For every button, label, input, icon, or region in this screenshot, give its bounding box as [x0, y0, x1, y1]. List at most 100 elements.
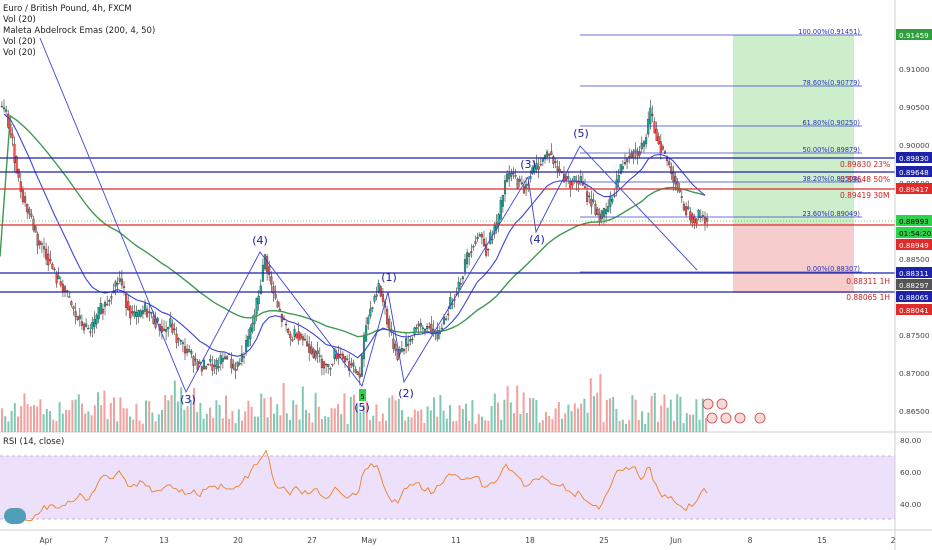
candle-body[interactable]	[291, 338, 294, 341]
chart-legend[interactable]: Euro / British Pound, 4h, FXCM Vol (20) …	[3, 4, 155, 59]
candle-body[interactable]	[89, 331, 92, 333]
candle-body[interactable]	[672, 171, 675, 183]
candle-body[interactable]	[499, 200, 502, 220]
rsi-line[interactable]	[7, 449, 708, 523]
candle-body[interactable]	[209, 359, 212, 362]
candle-body[interactable]	[141, 310, 144, 315]
candle-body[interactable]	[240, 353, 243, 362]
candle-body[interactable]	[133, 311, 136, 317]
candle-body[interactable]	[687, 206, 690, 210]
candle-body[interactable]	[200, 366, 203, 372]
candle-body[interactable]	[316, 350, 319, 355]
candle-body[interactable]	[346, 358, 349, 360]
candle-body[interactable]	[247, 335, 250, 347]
candle-body[interactable]	[135, 312, 138, 317]
price-scale-label[interactable]: 0.88041	[899, 306, 929, 315]
price-scale-label[interactable]: 01:54:20	[899, 229, 932, 238]
candle-body[interactable]	[680, 196, 683, 198]
candle-body[interactable]	[510, 173, 513, 177]
candle-body[interactable]	[621, 166, 624, 170]
candle-body[interactable]	[649, 107, 652, 125]
price-scale-label[interactable]: 0.89830	[899, 154, 929, 163]
candle-body[interactable]	[676, 181, 679, 191]
candle-body[interactable]	[173, 328, 176, 331]
candle-body[interactable]	[480, 233, 483, 238]
candle-body[interactable]	[28, 208, 31, 215]
candle-body[interactable]	[11, 133, 14, 139]
candle-body[interactable]	[38, 241, 41, 245]
candle-body[interactable]	[468, 252, 471, 257]
candle-body[interactable]	[215, 360, 218, 370]
candle-body[interactable]	[706, 218, 709, 222]
candle-body[interactable]	[539, 163, 542, 166]
candle-body[interactable]	[263, 254, 267, 270]
candle-body[interactable]	[415, 327, 418, 330]
candle-body[interactable]	[55, 273, 58, 284]
candle-body[interactable]	[30, 213, 33, 217]
candle-body[interactable]	[341, 353, 344, 359]
event-flag-icon[interactable]	[706, 412, 718, 424]
candle-body[interactable]	[287, 328, 290, 333]
candle-body[interactable]	[645, 137, 648, 145]
candle-body[interactable]	[537, 166, 540, 170]
legend-symbol[interactable]: Euro / British Pound, 4h, FXCM	[3, 4, 132, 14]
candle-body[interactable]	[26, 203, 29, 213]
wave-path[interactable]	[39, 37, 698, 394]
candle-body[interactable]	[57, 275, 60, 280]
event-flag-icon[interactable]	[702, 398, 714, 410]
legend-study-emas[interactable]: Maleta Abdelrock Emas (200, 4, 50)	[3, 26, 156, 36]
candle-body[interactable]	[63, 286, 67, 292]
candle-body[interactable]	[659, 141, 662, 154]
candle-body[interactable]	[165, 329, 168, 332]
price-scale-label-bg[interactable]	[896, 239, 932, 250]
candle-body[interactable]	[525, 184, 528, 190]
candle-body[interactable]	[579, 176, 582, 182]
wave-label[interactable]: (3)	[520, 158, 536, 171]
candle-body[interactable]	[116, 283, 119, 285]
wave-label[interactable]: (2)	[398, 387, 414, 400]
candle-body[interactable]	[392, 338, 395, 349]
event-flag-icon[interactable]	[720, 412, 732, 424]
candle-body[interactable]	[183, 346, 187, 354]
legend-study-vol[interactable]: Vol (20)	[3, 15, 36, 25]
candle-body[interactable]	[236, 361, 239, 367]
candle-body[interactable]	[360, 354, 363, 377]
candle-body[interactable]	[101, 308, 104, 314]
candle-body[interactable]	[234, 368, 237, 371]
candle-body[interactable]	[270, 276, 273, 285]
candle-body[interactable]	[24, 196, 27, 203]
candle-body[interactable]	[613, 194, 616, 197]
candle-body[interactable]	[114, 281, 117, 287]
candle-body[interactable]	[97, 307, 100, 320]
candle-body[interactable]	[167, 326, 170, 330]
rsi-legend[interactable]: RSI (14, close)	[3, 437, 65, 447]
candle-body[interactable]	[162, 328, 166, 331]
candle-body[interactable]	[354, 368, 357, 373]
event-flag-icon[interactable]	[734, 412, 746, 424]
candle-body[interactable]	[386, 308, 389, 325]
wave-label[interactable]: (1)	[381, 271, 397, 284]
candle-body[interactable]	[417, 323, 420, 326]
candle-body[interactable]	[91, 322, 94, 330]
candle-body[interactable]	[242, 356, 246, 358]
candle-body[interactable]	[152, 316, 155, 324]
candle-body[interactable]	[554, 161, 557, 163]
candle-body[interactable]	[80, 321, 83, 326]
candle-body[interactable]	[430, 323, 433, 334]
candle-body[interactable]	[36, 233, 39, 246]
candle-body[interactable]	[21, 188, 24, 203]
candle-body[interactable]	[257, 295, 260, 305]
candle-body[interactable]	[670, 166, 673, 175]
candle-body[interactable]	[491, 238, 494, 241]
candle-body[interactable]	[405, 338, 408, 347]
candle-body[interactable]	[592, 199, 595, 202]
candle-body[interactable]	[205, 366, 208, 369]
candle-body[interactable]	[255, 298, 258, 315]
candle-body[interactable]	[87, 327, 90, 330]
candle-body[interactable]	[122, 286, 126, 289]
candle-body[interactable]	[318, 355, 321, 357]
candle-body[interactable]	[377, 283, 380, 292]
candle-body[interactable]	[546, 151, 549, 157]
horizontal-levels[interactable]: 0.89830 23% 0.89648 50% 0.89419 30M 0.88311…	[0, 157, 895, 302]
candle-body[interactable]	[531, 167, 534, 175]
